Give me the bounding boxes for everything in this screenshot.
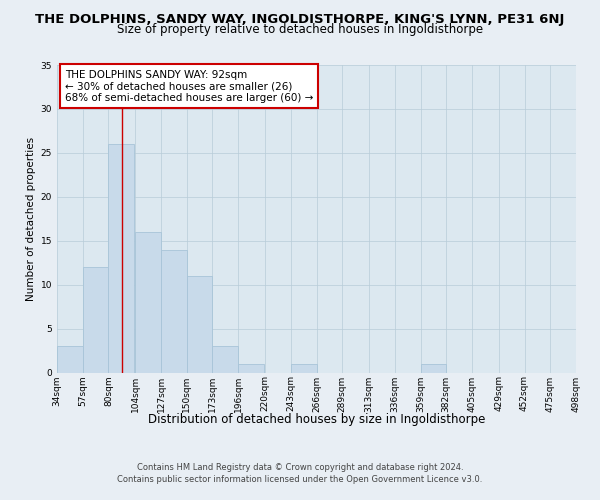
- Bar: [83, 267, 109, 372]
- Bar: [135, 232, 161, 372]
- Text: THE DOLPHINS SANDY WAY: 92sqm
← 30% of detached houses are smaller (26)
68% of s: THE DOLPHINS SANDY WAY: 92sqm ← 30% of d…: [65, 70, 313, 103]
- Bar: [187, 276, 212, 372]
- Bar: [57, 346, 83, 372]
- Text: Contains HM Land Registry data © Crown copyright and database right 2024.
Contai: Contains HM Land Registry data © Crown c…: [118, 462, 482, 484]
- Bar: [109, 144, 134, 372]
- Text: THE DOLPHINS, SANDY WAY, INGOLDISTHORPE, KING'S LYNN, PE31 6NJ: THE DOLPHINS, SANDY WAY, INGOLDISTHORPE,…: [35, 12, 565, 26]
- Text: Size of property relative to detached houses in Ingoldisthorpe: Size of property relative to detached ho…: [117, 24, 483, 36]
- Bar: [161, 250, 187, 372]
- Y-axis label: Number of detached properties: Number of detached properties: [26, 136, 37, 301]
- Bar: [421, 364, 446, 372]
- Bar: [291, 364, 317, 372]
- Bar: [212, 346, 238, 372]
- Bar: [238, 364, 264, 372]
- Text: Distribution of detached houses by size in Ingoldisthorpe: Distribution of detached houses by size …: [148, 412, 485, 426]
